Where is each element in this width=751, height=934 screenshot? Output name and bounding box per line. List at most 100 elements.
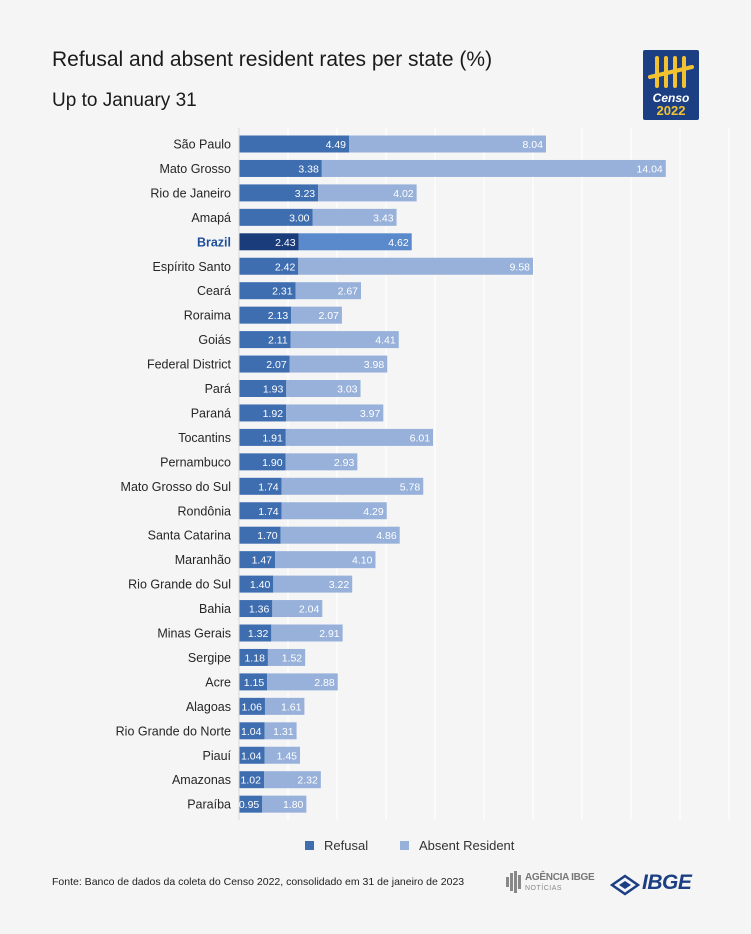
data-label-refusal-rondonia: 1.74	[258, 506, 279, 518]
bar-refusal-rio-de-janeiro	[239, 184, 319, 202]
data-label-absent-piaui: 1.45	[277, 750, 298, 762]
data-label-absent-paraiba: 1.80	[283, 799, 304, 811]
bar-refusal-bahia	[239, 600, 273, 618]
bar-absent-tocantins	[285, 428, 434, 446]
bar-refusal-goias	[239, 331, 291, 349]
data-label-absent-federal-district: 3.98	[364, 359, 385, 371]
data-label-absent-sao-paulo: 8.04	[523, 139, 544, 151]
legend-swatch-absent-resident	[400, 841, 409, 850]
data-label-refusal-rio-grande-do-sul: 1.40	[250, 579, 271, 591]
data-label-refusal-santa-catarina: 1.70	[257, 530, 278, 542]
bar-refusal-rio-grande-do-norte	[239, 722, 265, 740]
data-label-refusal-mato-grosso-do-sul: 1.74	[258, 481, 279, 493]
category-label-pernambuco: Pernambuco	[160, 455, 231, 469]
bar-refusal-acre	[239, 673, 268, 691]
category-label-amazonas: Amazonas	[172, 773, 231, 787]
bar-absent-sergipe	[267, 648, 306, 666]
data-label-refusal-federal-district: 2.07	[266, 359, 287, 371]
legend-swatch-refusal	[305, 841, 314, 850]
bar-absent-espirito-santo	[298, 257, 533, 275]
bar-refusal-ceara	[239, 282, 296, 300]
data-label-refusal-maranhao: 1.47	[252, 555, 273, 567]
bar-refusal-tocantins	[239, 428, 286, 446]
bar-absent-ceara	[295, 282, 362, 300]
category-label-rio-de-janeiro: Rio de Janeiro	[150, 186, 231, 200]
agencia-ibge-text: AGÊNCIA IBGE	[525, 872, 595, 883]
data-label-refusal-rio-de-janeiro: 3.23	[295, 188, 316, 200]
legend-item-absent-resident: Absent Resident	[400, 838, 514, 853]
legend-label-absent-resident: Absent Resident	[419, 838, 515, 853]
category-label-paraiba: Paraíba	[187, 798, 231, 812]
data-label-absent-santa-catarina: 4.86	[376, 530, 397, 542]
bar-absent-piaui	[264, 746, 301, 764]
data-label-refusal-parana: 1.92	[263, 408, 284, 420]
data-label-absent-pernambuco: 2.93	[334, 457, 355, 469]
bar-refusal-parana	[239, 404, 287, 422]
category-label-para: Pará	[205, 382, 231, 396]
data-label-absent-espirito-santo: 9.58	[510, 261, 531, 273]
bar-refusal-espirito-santo	[239, 257, 299, 275]
data-label-absent-rio-grande-do-norte: 1.31	[273, 726, 294, 738]
censo-logo-text: Censo	[653, 91, 690, 105]
bar-refusal-amazonas	[239, 771, 264, 789]
category-label-brazil: Brazil	[197, 235, 231, 249]
data-label-refusal-mato-grosso: 3.38	[298, 163, 319, 175]
bar-absent-mato-grosso-do-sul	[281, 477, 424, 495]
censo-logo-year: 2022	[657, 103, 686, 118]
legend-label-refusal: Refusal	[324, 838, 369, 853]
ibge-logo: IBGE	[610, 871, 705, 897]
category-label-santa-catarina: Santa Catarina	[148, 529, 231, 543]
censo-2022-logo: Censo 2022	[643, 50, 699, 120]
legend-item-refusal: Refusal	[305, 838, 368, 853]
bar-refusal-santa-catarina	[239, 526, 281, 544]
bar-refusal-alagoas	[239, 697, 265, 715]
data-label-refusal-acre: 1.15	[244, 677, 265, 689]
data-label-absent-roraima: 2.07	[318, 310, 339, 322]
bar-refusal-mato-grosso-do-sul	[239, 477, 282, 495]
bar-refusal-maranhao	[239, 551, 276, 569]
category-label-goias: Goiás	[198, 333, 231, 347]
bar-absent-rondonia	[281, 502, 387, 520]
data-label-refusal-para: 1.93	[263, 384, 284, 396]
category-label-espirito-santo: Espírito Santo	[152, 260, 231, 274]
bar-absent-para	[286, 380, 361, 397]
bar-absent-rio-grande-do-norte	[264, 722, 297, 740]
data-label-refusal-espirito-santo: 2.42	[275, 261, 296, 273]
data-label-refusal-sao-paulo: 4.49	[326, 139, 347, 151]
bar-absent-alagoas	[264, 697, 305, 715]
bar-refusal-para	[239, 380, 287, 397]
bar-refusal-rio-grande-do-sul	[239, 575, 274, 593]
data-label-absent-para: 3.03	[337, 384, 358, 396]
data-label-absent-parana: 3.97	[360, 408, 381, 420]
bar-refusal-piaui	[239, 746, 265, 764]
data-label-absent-brazil: 4.62	[388, 237, 409, 249]
bar-refusal-paraiba	[239, 795, 263, 813]
category-label-ceara: Ceará	[197, 284, 231, 298]
data-label-refusal-amazonas: 1.02	[241, 775, 262, 787]
data-label-absent-amazonas: 2.32	[297, 775, 318, 787]
data-label-absent-bahia: 2.04	[299, 604, 320, 616]
data-label-absent-tocantins: 6.01	[410, 432, 431, 444]
category-label-roraima: Roraima	[184, 309, 231, 323]
data-label-refusal-amapa: 3.00	[289, 212, 310, 224]
chart-title: Refusal and absent resident rates per st…	[52, 48, 493, 71]
bar-absent-parana	[286, 404, 384, 422]
data-label-absent-rio-grande-do-sul: 3.22	[329, 579, 350, 591]
data-label-absent-sergipe: 1.52	[282, 652, 303, 664]
category-label-mato-grosso: Mato Grosso	[159, 162, 231, 176]
bar-absent-federal-district	[289, 355, 388, 373]
bar-absent-paraiba	[262, 795, 307, 813]
category-label-sergipe: Sergipe	[188, 651, 231, 665]
bar-absent-amapa	[312, 208, 397, 226]
data-label-refusal-bahia: 1.36	[249, 604, 270, 616]
bar-refusal-pernambuco	[239, 453, 286, 471]
ibge-text: IBGE	[642, 871, 692, 894]
bar-refusal-rondonia	[239, 502, 282, 520]
category-label-acre: Acre	[205, 675, 231, 689]
data-label-absent-acre: 2.88	[314, 677, 335, 689]
data-label-absent-ceara: 2.67	[338, 286, 359, 298]
bar-absent-acre	[267, 673, 338, 691]
data-label-refusal-brazil: 2.43	[275, 237, 296, 249]
bar-absent-goias	[290, 331, 399, 349]
data-label-refusal-roraima: 2.13	[268, 310, 289, 322]
